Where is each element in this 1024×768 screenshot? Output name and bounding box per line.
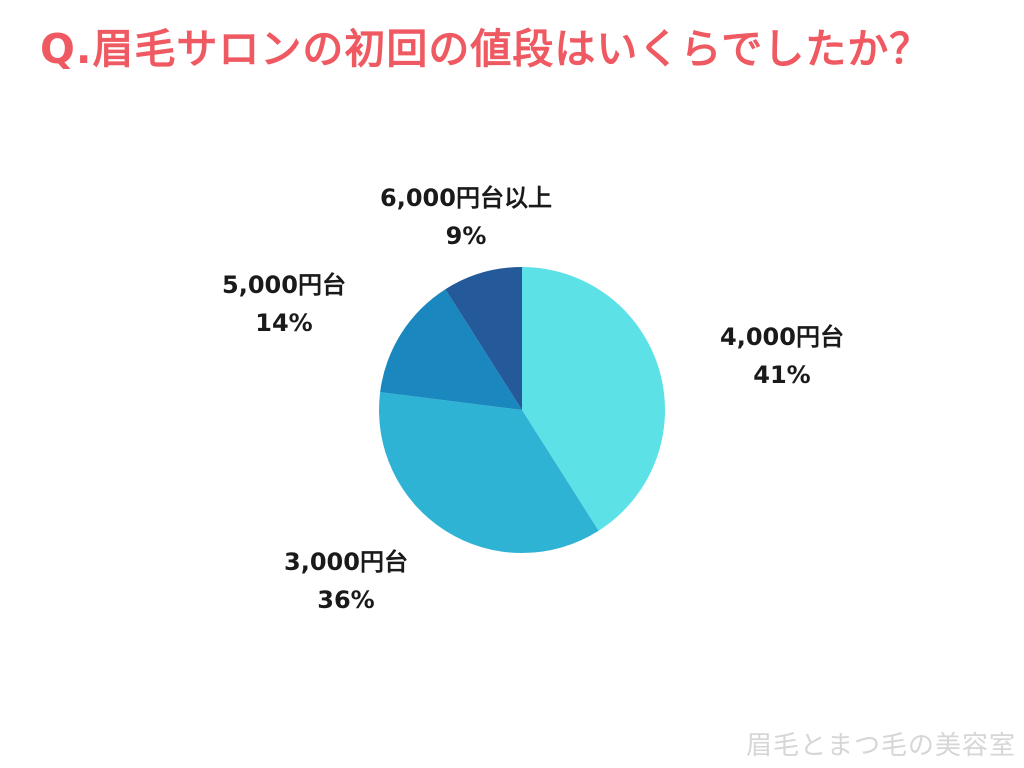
slice-category-label: 6,000円台以上 [380, 184, 552, 212]
slice-category-label: 4,000円台 [720, 323, 844, 351]
slice-category-label: 5,000円台 [222, 271, 346, 299]
pie-slice [445, 267, 522, 410]
chart-title: Q.眉毛サロンの初回の値段はいくらでしたか？ [40, 25, 932, 73]
pie-slices [379, 267, 666, 553]
pie-slice [379, 392, 599, 553]
pie-labels: 4,000円台 41% 3,000円台 36% 5,000円台 14% 6,000円台以上 9… [222, 184, 844, 614]
slice-category-label: 3,000円台 [284, 548, 408, 576]
pie-slice [380, 289, 522, 410]
watermark: 眉毛とまつ毛の美容室 [745, 731, 1016, 761]
pie-slice [522, 267, 666, 531]
slice-value-label: 9% [446, 222, 487, 250]
slice-value-label: 41% [753, 361, 810, 389]
slice-value-label: 14% [255, 309, 312, 337]
slice-value-label: 36% [317, 586, 374, 614]
